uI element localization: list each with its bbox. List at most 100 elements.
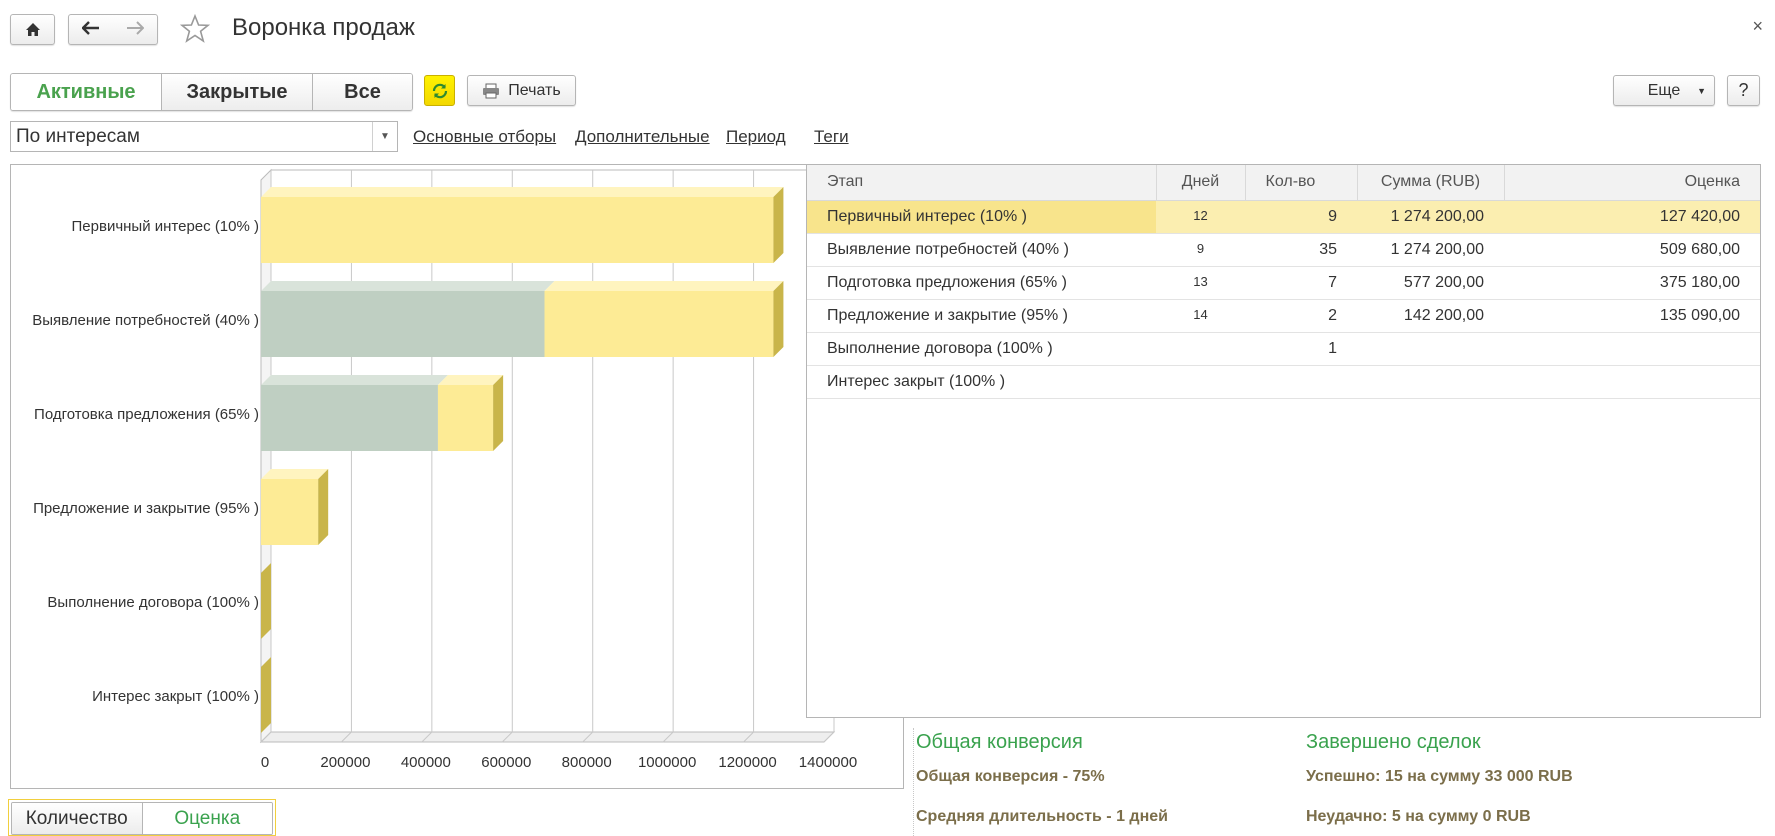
help-label: ? [1738, 80, 1749, 100]
chevron-down-icon: ▼ [1697, 85, 1706, 96]
cell-stage: Выполнение договора (100% ) [807, 332, 1156, 366]
close-button[interactable]: × [1752, 16, 1763, 36]
back-button[interactable] [81, 20, 100, 40]
cell-estimate: 127 420,00 [1504, 200, 1760, 234]
x-tick-label: 800000 [562, 754, 612, 771]
cell-stage: Интерес закрыт (100% ) [807, 365, 1156, 399]
category-label: Выявление потребностей (40% ) [32, 312, 259, 329]
bar-side [773, 281, 784, 357]
gridline-floor [421, 731, 433, 743]
x-tick-label: 1400000 [799, 754, 857, 771]
cell-count: 1 [1245, 332, 1357, 366]
funnel-chart[interactable]: 0 200000 400000 600000 800000 1000000 1200000 1… [10, 164, 904, 789]
bar-side [318, 469, 329, 545]
history-buttons [68, 14, 158, 45]
bar-stub [261, 563, 271, 639]
bar [261, 291, 545, 357]
table-header: Этап Дней Кол-во Сумма (RUB) Оценка [807, 165, 1760, 201]
cell-sum: 142 200,00 [1357, 299, 1504, 333]
chevron-down-icon[interactable]: ▼ [372, 122, 397, 151]
bar-top [261, 469, 329, 479]
link-period[interactable]: Период [726, 127, 786, 146]
print-button[interactable]: Печать [467, 75, 576, 106]
grouping-value: По интересам [16, 125, 140, 147]
x-tick-label: 0 [261, 754, 269, 771]
cell-estimate [1504, 332, 1760, 366]
cell-estimate [1504, 365, 1760, 399]
conversion-heading: Общая конверсия [916, 731, 1083, 753]
grouping-select[interactable]: По интересам ▼ [10, 121, 398, 152]
table-row[interactable]: Интерес закрыт (100% ) [807, 365, 1760, 399]
conversion-text: Общая конверсия - 75% [916, 768, 1105, 785]
chart-mode-toggle: Количество Оценка [8, 799, 276, 836]
more-button[interactable]: Еще ▼ [1613, 75, 1715, 106]
forward-button[interactable] [126, 20, 145, 40]
link-tags[interactable]: Теги [814, 127, 849, 146]
x-tick-label: 200000 [320, 754, 370, 771]
cell-estimate: 135 090,00 [1504, 299, 1760, 333]
category-label: Подготовка предложения (65% ) [34, 406, 259, 423]
tab-all[interactable]: Все [312, 74, 412, 110]
home-icon [25, 23, 40, 36]
gridline-floor [501, 731, 513, 743]
fail-text: Неудачно: 5 на сумму 0 RUB [1306, 808, 1531, 825]
table-row[interactable]: Первичный интерес (10% ) 12 9 1 274 200,00 1… [807, 200, 1760, 234]
category-label: Первичный интерес (10% ) [72, 218, 259, 235]
link-additional[interactable]: Дополнительные [575, 127, 710, 146]
table-row[interactable]: Предложение и закрытие (95% ) 14 2 142 200,… [807, 299, 1760, 333]
refresh-button[interactable] [424, 75, 455, 106]
col-days[interactable]: Дней [1156, 165, 1246, 201]
tab-active[interactable]: Активные [11, 74, 161, 110]
col-sum[interactable]: Сумма (RUB) [1357, 165, 1505, 201]
mode-count[interactable]: Количество [12, 803, 143, 834]
x-tick-label: 1200000 [718, 754, 776, 771]
cell-days: 9 [1156, 233, 1245, 267]
cell-days [1156, 332, 1245, 366]
link-main-filters[interactable]: Основные отборы [413, 127, 557, 146]
cell-days: 13 [1156, 266, 1245, 300]
cell-sum: 1 274 200,00 [1357, 233, 1504, 267]
x-tick-label: 1000000 [638, 754, 696, 771]
cell-days [1156, 365, 1245, 399]
col-estimate[interactable]: Оценка [1504, 165, 1760, 201]
gridline-floor [582, 731, 594, 743]
mode-estimate[interactable]: Оценка [142, 803, 272, 834]
help-button[interactable]: ? [1727, 75, 1760, 106]
bar-top [261, 187, 784, 197]
category-label: Предложение и закрытие (95% ) [33, 500, 259, 517]
x-tick-label: 600000 [481, 754, 531, 771]
category-label: Выполнение договора (100% ) [47, 594, 259, 611]
funnel-chart-svg: 0 200000 400000 600000 800000 1000000 1200000 1… [32, 168, 857, 771]
col-count[interactable]: Кол-во [1245, 165, 1358, 201]
bar-top [544, 281, 784, 291]
star-icon [179, 13, 211, 43]
deals-heading: Завершено сделок [1306, 731, 1481, 753]
table-row[interactable]: Выполнение договора (100% ) 1 [807, 332, 1760, 366]
table-row[interactable]: Выявление потребностей (40% ) 9 35 1 274 20… [807, 233, 1760, 267]
home-button[interactable] [10, 14, 55, 45]
stages-table[interactable]: Этап Дней Кол-во Сумма (RUB) Оценка Перв… [806, 164, 1761, 718]
bar-top [261, 281, 555, 291]
favorite-button[interactable] [179, 13, 211, 49]
status-tabs: Активные Закрытые Все [10, 73, 413, 111]
table-row[interactable]: Подготовка предложения (65% ) 13 7 577 200,… [807, 266, 1760, 300]
cell-sum: 577 200,00 [1357, 266, 1504, 300]
bar-top [261, 375, 448, 385]
gridline-floor [260, 731, 272, 743]
bar-side [493, 375, 504, 451]
cell-estimate: 375 180,00 [1504, 266, 1760, 300]
cell-stage: Выявление потребностей (40% ) [807, 233, 1156, 267]
cell-count: 7 [1245, 266, 1357, 300]
gridline-floor [341, 731, 352, 743]
cell-estimate: 509 680,00 [1504, 233, 1760, 267]
col-stage[interactable]: Этап [807, 165, 1157, 201]
bar [544, 291, 774, 357]
cell-count: 2 [1245, 299, 1357, 333]
arrow-right-icon [127, 20, 145, 35]
bar-side [773, 187, 784, 263]
gridline-floor [823, 731, 835, 743]
bar [261, 385, 438, 451]
bar [261, 197, 774, 263]
cell-count [1245, 365, 1357, 399]
tab-closed[interactable]: Закрытые [161, 74, 312, 110]
